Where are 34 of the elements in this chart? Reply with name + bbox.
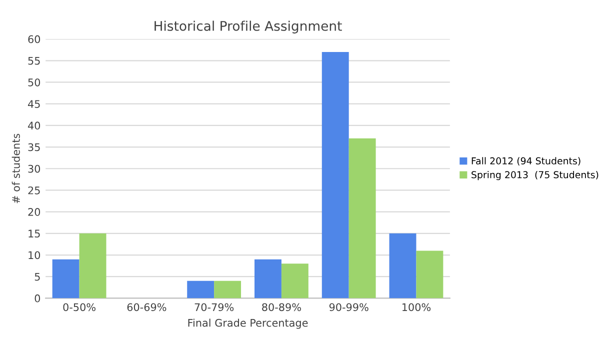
y-tick-label: 25 bbox=[28, 186, 40, 194]
bar bbox=[389, 233, 416, 298]
y-tick-label: 35 bbox=[28, 143, 40, 152]
bar bbox=[281, 264, 308, 298]
y-tick-label: 30 bbox=[28, 164, 40, 173]
y-axis-title: # of students bbox=[12, 134, 20, 204]
bar bbox=[254, 259, 282, 298]
y-tick-label: 45 bbox=[28, 100, 40, 108]
y-tick-label: 5 bbox=[34, 272, 40, 281]
y-tick-label: 60 bbox=[28, 35, 40, 44]
bar bbox=[79, 233, 106, 298]
y-tick-label: 0 bbox=[34, 294, 40, 302]
x-axis-title: Final Grade Percentage bbox=[188, 318, 308, 329]
y-tick-label: 10 bbox=[28, 251, 40, 260]
y-tick-label: 15 bbox=[28, 230, 40, 238]
x-tick-label: 80-89% bbox=[262, 303, 301, 312]
x-tick-label: 90-99% bbox=[329, 303, 368, 312]
bar bbox=[348, 138, 376, 298]
y-tick-label: 20 bbox=[28, 208, 40, 216]
bar bbox=[187, 280, 214, 298]
chart-title: Historical Profile Assignment bbox=[154, 20, 342, 34]
bar bbox=[322, 52, 349, 298]
legend-label: Spring 2013 (75 Students) bbox=[472, 170, 598, 180]
y-tick-label: 40 bbox=[28, 122, 40, 130]
x-tick-label: 60-69% bbox=[127, 303, 166, 312]
bar bbox=[416, 250, 444, 298]
bar bbox=[52, 259, 80, 298]
bar bbox=[214, 280, 242, 298]
y-tick-label: 50 bbox=[28, 78, 40, 86]
x-tick-label: 100% bbox=[402, 303, 431, 312]
x-tick-label: 70-79% bbox=[194, 303, 234, 312]
legend-label: Fall 2012 (94 Students) bbox=[472, 157, 580, 166]
y-tick-label: 55 bbox=[28, 57, 40, 65]
x-tick-label: 0-50% bbox=[63, 303, 96, 312]
